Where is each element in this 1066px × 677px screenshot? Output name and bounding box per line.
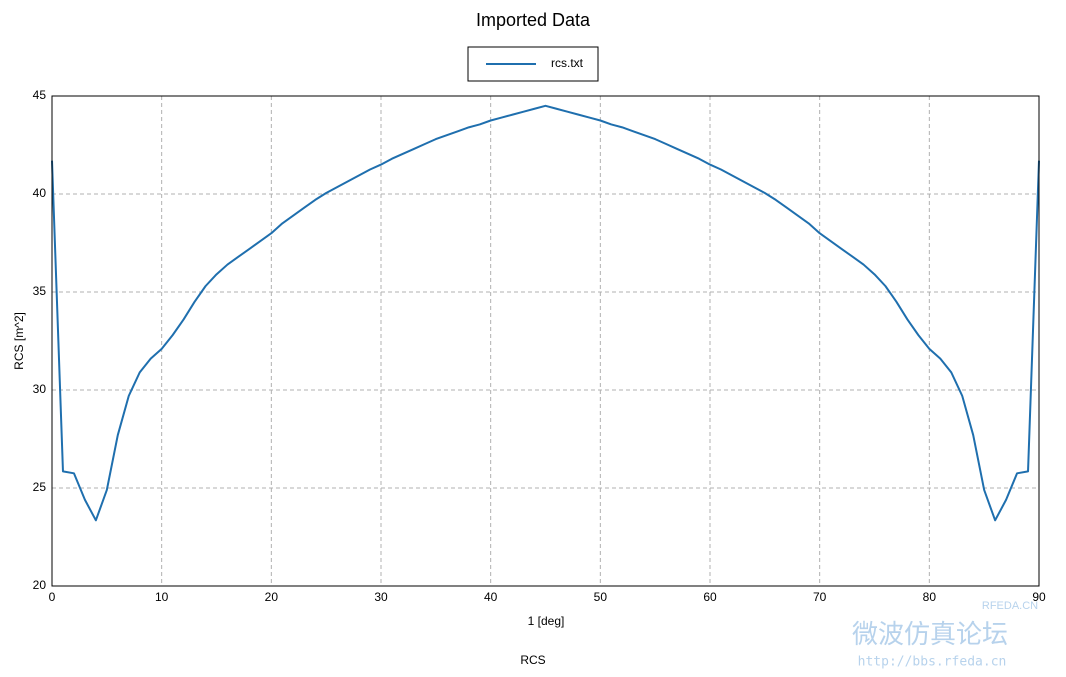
y-tick-label: 25: [33, 480, 47, 494]
x-tick-label: 40: [484, 590, 498, 604]
watermark: 微波仿真论坛: [852, 619, 1008, 649]
x-tick-label: 90: [1032, 590, 1046, 604]
x-tick-label: 30: [374, 590, 388, 604]
legend-label: rcs.txt: [551, 56, 584, 70]
subtitle: RCS: [520, 653, 545, 667]
data-line: [51, 104, 1040, 522]
plot-frame: [51, 95, 1040, 587]
y-tick-label: 30: [33, 382, 47, 396]
x-axis-label: 1 [deg]: [528, 614, 565, 628]
watermark: RFEDA.CN: [982, 600, 1038, 612]
y-tick-label: 20: [33, 578, 47, 592]
y-tick-label: 35: [33, 284, 47, 298]
x-tick-label: 50: [594, 590, 608, 604]
y-tick-label: 40: [33, 186, 47, 200]
x-tick-label: 20: [265, 590, 279, 604]
x-tick-label: 0: [49, 590, 56, 604]
x-tick-label: 70: [813, 590, 827, 604]
x-tick-label: 10: [155, 590, 169, 604]
plot-area: [51, 95, 1040, 587]
x-tick-label: 60: [703, 590, 717, 604]
chart-title: Imported Data: [476, 10, 591, 30]
y-tick-label: 45: [33, 88, 47, 102]
watermark: http://bbs.rfeda.cn: [858, 655, 1007, 670]
y-axis-label: RCS [m^2]: [12, 312, 26, 370]
x-tick-label: 80: [923, 590, 937, 604]
